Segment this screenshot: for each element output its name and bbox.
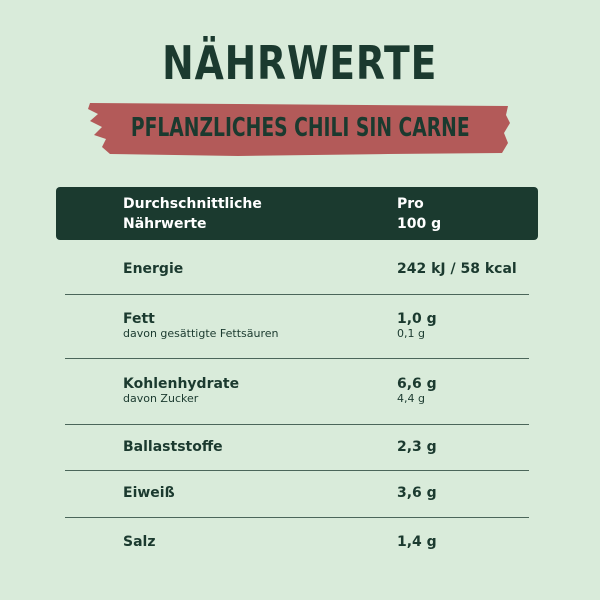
row-value: 1,4 g bbox=[397, 534, 437, 550]
row-label: Energie bbox=[123, 261, 184, 277]
divider bbox=[65, 470, 529, 471]
row-label: Ballaststoffe bbox=[123, 439, 223, 455]
row-subvalue: 4,4 g bbox=[397, 392, 425, 405]
row-label-main: Fett bbox=[123, 311, 155, 327]
row-sublabel: davon Zucker bbox=[123, 392, 199, 405]
header-value-line1: Pro bbox=[397, 196, 424, 212]
header-value-line2: 100 g bbox=[397, 216, 442, 232]
header-value: Pro 100 g bbox=[397, 194, 441, 234]
row-sublabel: davon gesättigte Fettsäuren bbox=[123, 327, 279, 340]
row-subvalue: 0,1 g bbox=[397, 327, 425, 340]
row-label: Kohlenhydrate davon Zucker bbox=[123, 376, 239, 405]
row-value: 6,6 g 4,4 g bbox=[397, 376, 437, 405]
row-value: 2,3 g bbox=[397, 439, 437, 455]
divider bbox=[65, 424, 529, 425]
page-title: NÄHRWERTE bbox=[0, 36, 600, 90]
title-text: NÄHRWERTE bbox=[162, 36, 438, 90]
table-header: Durchschnittliche Nährwerte Pro 100 g bbox=[56, 187, 538, 240]
row-label-main: Kohlenhydrate bbox=[123, 376, 240, 392]
divider bbox=[65, 358, 529, 359]
header-label: Durchschnittliche Nährwerte bbox=[123, 194, 262, 234]
row-value: 3,6 g bbox=[397, 485, 437, 501]
product-name: PFLANZLICHES CHILI SIN CARNE bbox=[0, 113, 600, 143]
divider bbox=[65, 294, 529, 295]
product-name-text: PFLANZLICHES CHILI SIN CARNE bbox=[130, 113, 470, 143]
row-value-main: 1,0 g bbox=[397, 311, 437, 327]
row-value: 242 kJ / 58 kcal bbox=[397, 261, 517, 277]
row-label: Salz bbox=[123, 534, 156, 550]
row-label: Eiweiß bbox=[123, 485, 175, 501]
header-label-line2: Nährwerte bbox=[123, 216, 207, 232]
row-value: 1,0 g 0,1 g bbox=[397, 311, 437, 340]
divider bbox=[65, 517, 529, 518]
row-label: Fett davon gesättigte Fettsäuren bbox=[123, 311, 278, 340]
header-label-line1: Durchschnittliche bbox=[123, 196, 262, 212]
row-value-main: 6,6 g bbox=[397, 376, 437, 392]
brush-stroke-banner bbox=[88, 103, 510, 156]
